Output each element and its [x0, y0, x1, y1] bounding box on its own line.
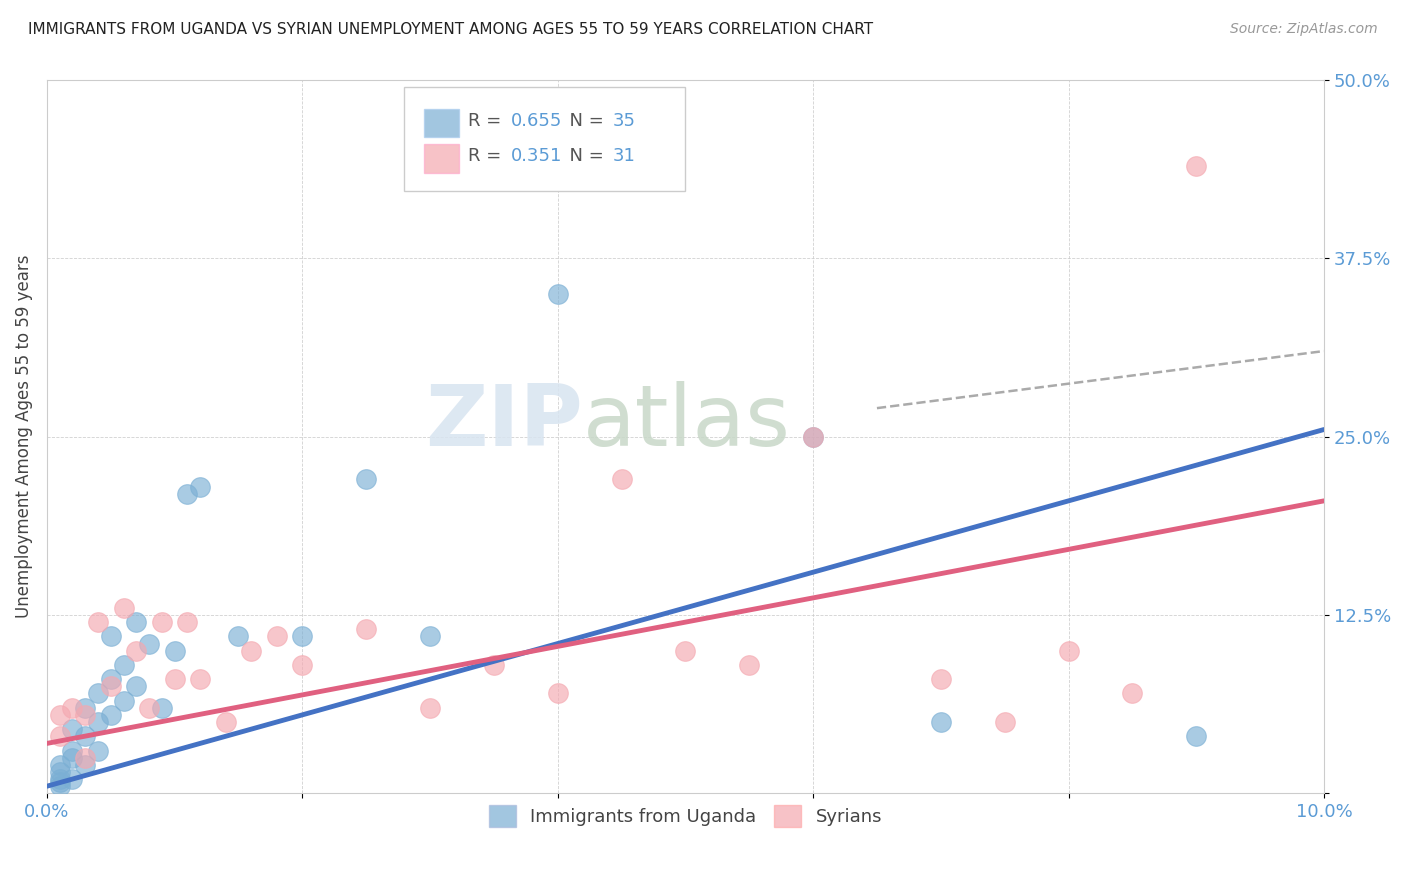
Point: [215, 714, 238, 729]
Text: atlas: atlas: [583, 381, 792, 464]
Text: 0.351: 0.351: [510, 147, 562, 165]
Point: [150, 700, 173, 714]
Point: [75, 757, 97, 772]
Text: 31: 31: [613, 147, 636, 165]
Point: [125, 643, 148, 657]
Point: [1185, 159, 1208, 173]
Point: [291, 657, 314, 672]
Point: [138, 636, 160, 650]
Point: [354, 622, 377, 636]
Point: [547, 686, 569, 700]
Point: [87, 714, 110, 729]
Point: [419, 700, 441, 714]
Point: [48, 779, 70, 793]
Point: [48, 707, 70, 722]
Text: R =: R =: [468, 112, 508, 129]
Text: 0.655: 0.655: [510, 112, 562, 129]
Point: [87, 743, 110, 757]
Point: [291, 629, 314, 643]
Point: [188, 480, 211, 494]
Point: [62, 750, 84, 764]
Point: [150, 615, 173, 629]
Point: [100, 672, 122, 686]
Point: [266, 629, 288, 643]
Point: [62, 700, 84, 714]
Point: [163, 672, 186, 686]
Text: ZIP: ZIP: [426, 381, 583, 464]
Point: [610, 473, 633, 487]
Point: [125, 679, 148, 693]
Text: R =: R =: [468, 147, 508, 165]
FancyBboxPatch shape: [423, 109, 460, 137]
Point: [48, 757, 70, 772]
Text: N =: N =: [558, 147, 609, 165]
Point: [1185, 729, 1208, 743]
Point: [1057, 643, 1080, 657]
Point: [48, 764, 70, 779]
Point: [75, 700, 97, 714]
Point: [176, 487, 198, 501]
Point: [482, 657, 505, 672]
Point: [994, 714, 1017, 729]
Point: [112, 600, 135, 615]
Point: [62, 743, 84, 757]
Point: [163, 643, 186, 657]
Point: [738, 657, 761, 672]
Point: [62, 722, 84, 736]
Point: [188, 672, 211, 686]
Legend: Immigrants from Uganda, Syrians: Immigrants from Uganda, Syrians: [481, 797, 890, 834]
Point: [62, 772, 84, 786]
Point: [100, 707, 122, 722]
Text: Source: ZipAtlas.com: Source: ZipAtlas.com: [1230, 22, 1378, 37]
Point: [48, 775, 70, 789]
Point: [138, 700, 160, 714]
Point: [100, 679, 122, 693]
FancyBboxPatch shape: [423, 145, 460, 173]
Point: [176, 615, 198, 629]
Text: 35: 35: [613, 112, 636, 129]
Point: [547, 287, 569, 301]
Point: [75, 729, 97, 743]
Point: [87, 686, 110, 700]
Point: [75, 750, 97, 764]
Point: [419, 629, 441, 643]
Text: IMMIGRANTS FROM UGANDA VS SYRIAN UNEMPLOYMENT AMONG AGES 55 TO 59 YEARS CORRELAT: IMMIGRANTS FROM UGANDA VS SYRIAN UNEMPLO…: [28, 22, 873, 37]
Point: [1121, 686, 1143, 700]
Point: [801, 430, 824, 444]
Point: [801, 430, 824, 444]
Point: [929, 714, 952, 729]
Point: [354, 473, 377, 487]
Point: [112, 693, 135, 707]
Point: [87, 615, 110, 629]
Point: [48, 772, 70, 786]
Point: [100, 629, 122, 643]
Text: N =: N =: [558, 112, 609, 129]
Y-axis label: Unemployment Among Ages 55 to 59 years: Unemployment Among Ages 55 to 59 years: [15, 255, 32, 618]
Point: [673, 643, 696, 657]
Point: [48, 729, 70, 743]
Point: [929, 672, 952, 686]
Point: [75, 707, 97, 722]
Point: [112, 657, 135, 672]
FancyBboxPatch shape: [405, 87, 685, 191]
Point: [240, 643, 263, 657]
Point: [228, 629, 250, 643]
Point: [125, 615, 148, 629]
